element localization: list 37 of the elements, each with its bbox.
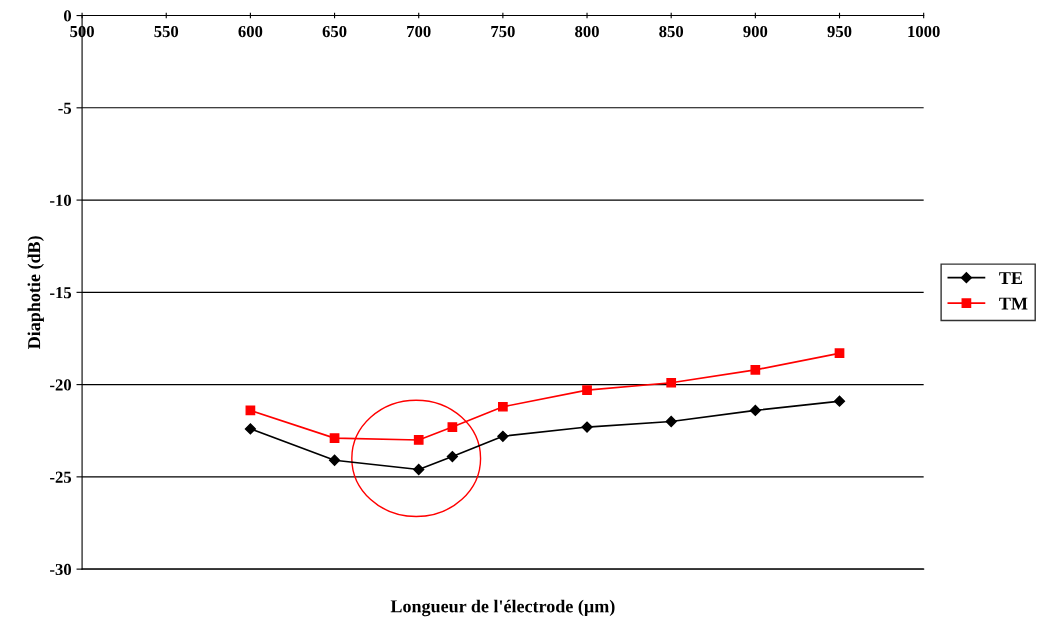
point (328, 454, 341, 466)
y-tick-label: 0 (63, 10, 72, 22)
legend-label: TE (999, 272, 1023, 284)
x-tick-label: 950 (827, 25, 852, 38)
point (833, 395, 846, 407)
point (665, 415, 677, 428)
x-tick-label: 800 (575, 25, 599, 38)
x-tick-label: 550 (154, 25, 179, 38)
point (498, 401, 508, 412)
x-tick-label: 650 (322, 25, 347, 38)
y-axis-title: Diaphotie (dB) (27, 236, 44, 349)
x-axis-title: Longueur de l'électrode (µm) (390, 599, 615, 617)
point (329, 433, 340, 443)
point (413, 463, 425, 476)
y-tick-label: -25 (50, 471, 72, 483)
x-tick-label: 1000 (908, 25, 940, 38)
x-tick-label: 850 (659, 25, 684, 38)
point (666, 377, 677, 388)
point (446, 450, 458, 463)
point (749, 404, 761, 417)
point (750, 364, 761, 375)
x-tick-label: 750 (491, 25, 515, 38)
y-tick-label: -15 (50, 287, 72, 299)
point (447, 422, 458, 432)
point (413, 435, 424, 445)
y-tick-label: -20 (50, 379, 72, 391)
x-tick-label: 700 (407, 25, 431, 38)
y-tick-label: -5 (58, 102, 72, 114)
point (582, 385, 592, 396)
legend-label: TM (999, 297, 1028, 310)
x-tick-label: 900 (743, 25, 768, 38)
point (497, 430, 509, 442)
point (244, 423, 257, 435)
x-tick-label: 600 (238, 25, 263, 38)
y-tick-label: -10 (50, 194, 72, 207)
point (834, 348, 845, 359)
y-tick-label: -30 (50, 563, 72, 576)
